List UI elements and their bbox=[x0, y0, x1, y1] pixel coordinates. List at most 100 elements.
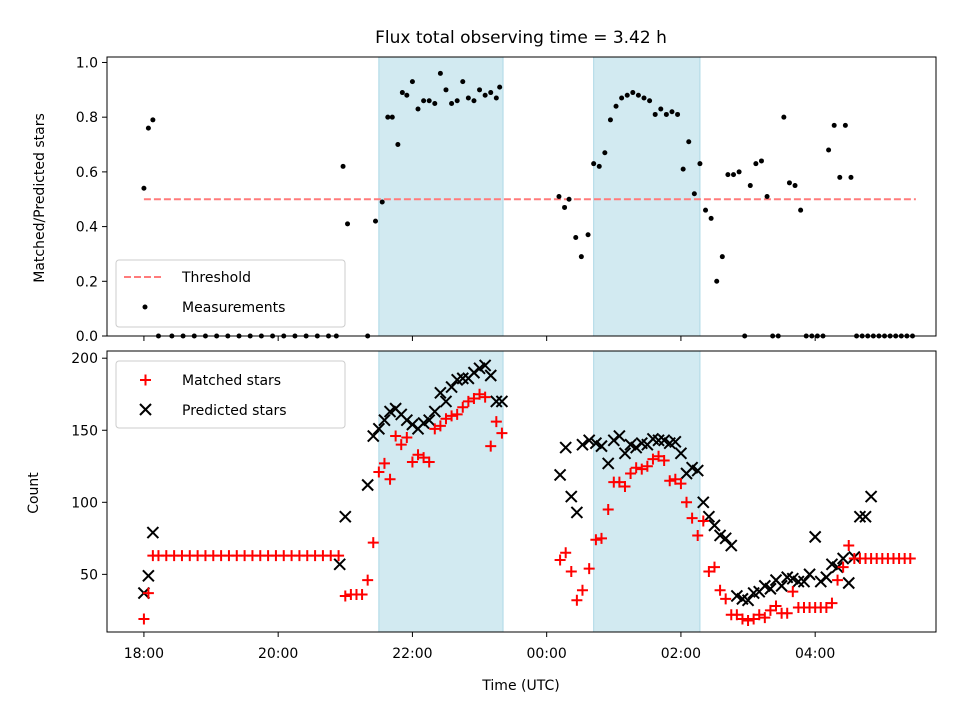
matched-star-point bbox=[423, 456, 435, 468]
matched-star-point bbox=[669, 473, 681, 485]
matched-star-point bbox=[664, 475, 676, 487]
matched-star-point bbox=[446, 410, 458, 422]
predicted-star-point bbox=[372, 422, 386, 436]
matched-star-point bbox=[820, 602, 832, 614]
measurement-point bbox=[619, 95, 625, 101]
x-tick-label: 02:00 bbox=[661, 646, 701, 662]
measurement-point bbox=[482, 92, 488, 98]
predicted-star-point bbox=[741, 594, 755, 607]
predicted-star-point bbox=[836, 552, 850, 565]
top-panel-shaded-regions bbox=[378, 56, 701, 337]
y-tick-label: 0.4 bbox=[76, 220, 98, 236]
matched-star-point bbox=[681, 496, 693, 508]
predicted-star-point bbox=[576, 438, 589, 451]
measurement-point bbox=[432, 101, 438, 106]
measurement-point bbox=[385, 114, 391, 120]
matched-star-point bbox=[378, 457, 390, 469]
predicted-star-point bbox=[490, 395, 503, 408]
matched-star-point bbox=[401, 431, 413, 443]
matched-star-point bbox=[613, 476, 625, 488]
top-y-axis-label: Matched/Predicted stars bbox=[32, 113, 48, 283]
predicted-star-point bbox=[378, 413, 391, 427]
measurement-point bbox=[373, 218, 379, 224]
measurement-point bbox=[421, 98, 427, 104]
measurement-point bbox=[607, 117, 613, 123]
chart-title: Flux total observing time = 3.42 h bbox=[375, 28, 667, 48]
predicted-star-point bbox=[618, 447, 632, 460]
predicted-star-point bbox=[595, 439, 608, 453]
matched-star-point bbox=[590, 534, 602, 546]
measurement-point bbox=[708, 215, 714, 221]
matched-star-point bbox=[625, 467, 637, 479]
matched-star-point bbox=[457, 401, 469, 413]
measurement-point bbox=[345, 221, 351, 227]
bottom-legend: Matched stars Predicted stars bbox=[115, 360, 346, 429]
measurement-point bbox=[404, 92, 410, 98]
measurement-point bbox=[426, 98, 432, 104]
measurement-point bbox=[460, 79, 466, 85]
predicted-star-point bbox=[333, 558, 346, 571]
x-axis-label: Time (UTC) bbox=[481, 678, 559, 694]
observing-interval bbox=[378, 56, 504, 337]
matched-star-point bbox=[479, 391, 491, 403]
measurement-point bbox=[493, 95, 499, 101]
observing-interval bbox=[593, 350, 701, 633]
measurement-point bbox=[477, 87, 483, 93]
predicted-star-point bbox=[775, 579, 788, 593]
predicted-star-point bbox=[439, 395, 453, 408]
matched-star-point bbox=[485, 440, 497, 452]
measurement-point bbox=[848, 174, 854, 180]
legend-threshold-label: Threshold bbox=[181, 270, 251, 286]
matched-star-point bbox=[406, 456, 418, 468]
matched-star-point bbox=[373, 466, 385, 478]
measurement-point bbox=[680, 166, 686, 172]
predicted-star-point bbox=[674, 447, 688, 460]
x-tick-label: 18:00 bbox=[124, 646, 164, 662]
measurement-point bbox=[826, 147, 832, 153]
matched-star-point bbox=[731, 609, 743, 621]
measurement-point bbox=[786, 180, 792, 186]
matched-star-point bbox=[832, 574, 844, 586]
matched-star-point bbox=[697, 515, 709, 527]
predicted-star-point bbox=[495, 395, 509, 408]
predicted-star-point bbox=[691, 464, 704, 477]
predicted-star-point bbox=[797, 575, 811, 588]
measurement-point bbox=[556, 194, 562, 199]
matched-star-point bbox=[339, 590, 351, 602]
matched-star-point bbox=[636, 463, 648, 475]
matched-star-point bbox=[843, 540, 855, 552]
matched-star-point bbox=[490, 416, 502, 428]
predicted-star-point bbox=[478, 359, 492, 372]
predicted-star-point bbox=[339, 510, 352, 523]
measurement-point bbox=[585, 232, 591, 238]
measurement-point bbox=[465, 95, 471, 101]
predicted-star-point bbox=[484, 369, 497, 382]
matched-star-point bbox=[418, 452, 430, 464]
predicted-star-point bbox=[803, 568, 816, 581]
matched-star-point bbox=[720, 593, 732, 605]
predicted-star-point bbox=[831, 560, 844, 574]
measurement-point bbox=[613, 103, 619, 109]
measurement-point bbox=[566, 196, 572, 202]
legend-predicted-label: Predicted stars bbox=[182, 403, 287, 419]
predicted-star-point bbox=[601, 457, 615, 470]
measurement-point bbox=[562, 204, 568, 210]
matched-star-point bbox=[429, 423, 441, 435]
top-axes-frame bbox=[106, 56, 937, 337]
matched-star-point bbox=[434, 420, 446, 432]
y-tick-label: 150 bbox=[71, 423, 98, 439]
x-tick-label: 20:00 bbox=[258, 646, 298, 662]
predicted-star-point bbox=[725, 539, 738, 552]
matched-star-point bbox=[474, 388, 486, 400]
measurement-point bbox=[697, 161, 703, 167]
measurement-point bbox=[409, 79, 415, 85]
measurement-point bbox=[731, 172, 737, 178]
predicted-star-point bbox=[853, 510, 867, 523]
matched-star-point bbox=[708, 561, 720, 573]
measurement-point bbox=[831, 122, 837, 128]
matched-star-point bbox=[451, 408, 463, 420]
measurement-point bbox=[591, 161, 597, 167]
legend-measurements-swatch bbox=[142, 304, 148, 310]
predicted-star-point bbox=[652, 434, 665, 447]
matched-star-point bbox=[468, 393, 480, 405]
